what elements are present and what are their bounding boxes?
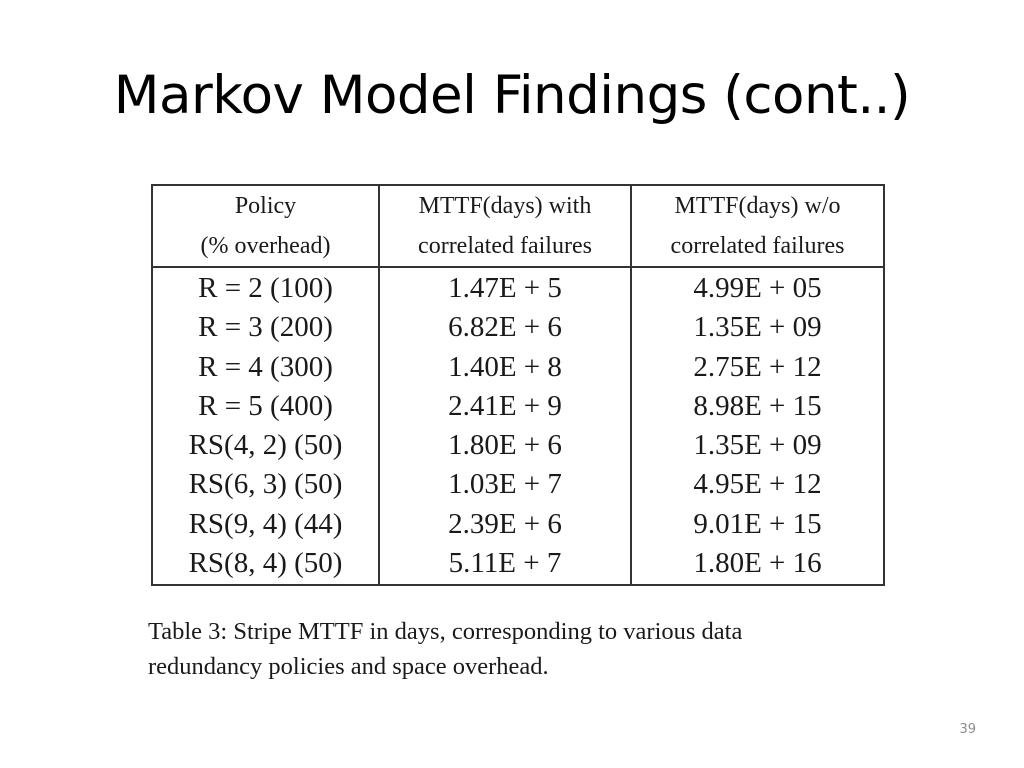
cell-mttf-without: 1.80E + 16: [630, 544, 885, 586]
caption-line: Table 3: Stripe MTTF in days, correspond…: [148, 618, 743, 645]
cell-mttf-with: 1.03E + 7: [378, 465, 632, 505]
cell-policy: R = 2 (100): [151, 267, 380, 309]
header-policy-line1: Policy: [151, 185, 380, 226]
cell-mttf-without: 4.99E + 05: [630, 267, 885, 309]
cell-policy: RS(8, 4) (50): [151, 544, 380, 586]
table-figure: Policy MTTF(days) with MTTF(days) w/o (%…: [151, 184, 885, 587]
cell-mttf-without: 1.35E + 09: [630, 426, 885, 466]
slide-number: 39: [959, 722, 976, 737]
slide-title: Markov Model Findings (cont..): [113, 65, 911, 126]
cell-policy: RS(9, 4) (44): [151, 504, 380, 545]
header-mttf-without-line2: correlated failures: [630, 226, 885, 268]
table-row: RS(8, 4) (50) 5.11E + 7 1.80E + 16: [151, 544, 885, 586]
cell-mttf-with: 1.40E + 8: [378, 347, 632, 387]
cell-mttf-without: 1.35E + 09: [630, 308, 885, 348]
cell-policy: RS(6, 3) (50): [151, 465, 380, 505]
cell-policy: R = 5 (400): [151, 386, 380, 427]
cell-mttf-without: 8.98E + 15: [630, 386, 885, 427]
table-row: R = 4 (300) 1.40E + 8 2.75E + 12: [151, 347, 885, 387]
table-row: RS(9, 4) (44) 2.39E + 6 9.01E + 15: [151, 504, 885, 545]
table-row: R = 3 (200) 6.82E + 6 1.35E + 09: [151, 308, 885, 348]
table-row: R = 2 (100) 1.47E + 5 4.99E + 05: [151, 267, 885, 309]
header-mttf-with-line2: correlated failures: [378, 226, 632, 268]
cell-mttf-without: 4.95E + 12: [630, 465, 885, 505]
table-row: RS(6, 3) (50) 1.03E + 7 4.95E + 12: [151, 465, 885, 505]
header-mttf-with-line1: MTTF(days) with: [378, 185, 632, 226]
cell-policy: R = 3 (200): [151, 308, 380, 348]
caption-line: redundancy policies and space overhead.: [148, 653, 549, 680]
cell-policy: RS(4, 2) (50): [151, 426, 380, 466]
cell-mttf-with: 6.82E + 6: [378, 308, 632, 348]
header-policy-line2: (% overhead): [151, 226, 380, 268]
cell-mttf-with: 2.39E + 6: [378, 504, 632, 545]
table-row: R = 5 (400) 2.41E + 9 8.98E + 15: [151, 386, 885, 427]
table-row: RS(4, 2) (50) 1.80E + 6 1.35E + 09: [151, 426, 885, 466]
table-caption: Table 3: Stripe MTTF in days, correspond…: [148, 614, 908, 684]
cell-mttf-with: 1.47E + 5: [378, 267, 632, 309]
cell-mttf-with: 5.11E + 7: [378, 544, 632, 586]
cell-mttf-without: 9.01E + 15: [630, 504, 885, 545]
cell-mttf-without: 2.75E + 12: [630, 347, 885, 387]
mttf-table: Policy MTTF(days) with MTTF(days) w/o (%…: [151, 184, 885, 587]
cell-mttf-with: 2.41E + 9: [378, 386, 632, 427]
cell-policy: R = 4 (300): [151, 347, 380, 387]
header-mttf-without-line1: MTTF(days) w/o: [630, 185, 885, 226]
cell-mttf-with: 1.80E + 6: [378, 426, 632, 466]
